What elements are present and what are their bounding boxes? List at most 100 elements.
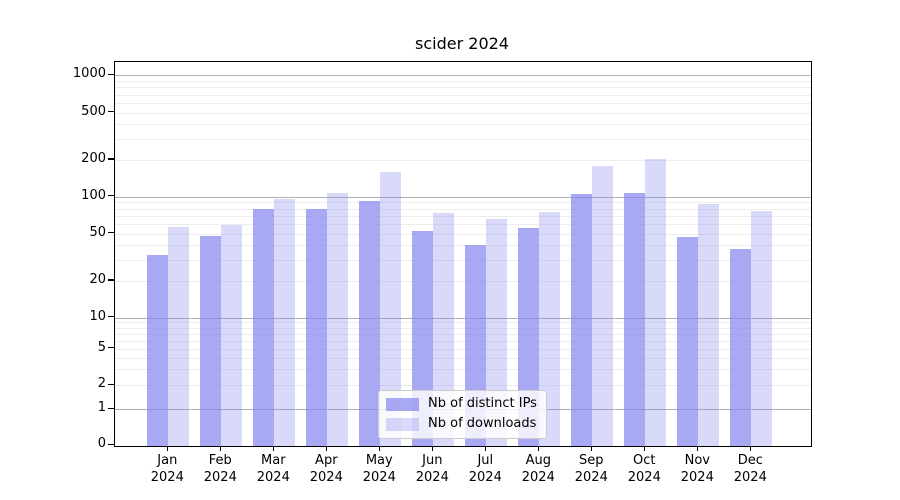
x-tick-mark-mar	[272, 446, 274, 452]
x-tick-mark-jun	[431, 446, 433, 452]
gridline-minor-800	[115, 87, 811, 89]
bar-distinct-ips-sep	[571, 193, 593, 446]
gridline-minor-20	[115, 281, 811, 282]
bar-downloads-jul	[486, 218, 508, 446]
bar-downloads-aug	[539, 212, 561, 446]
bar-downloads-sep	[592, 166, 614, 446]
y-tick-label-0: 0	[97, 436, 106, 452]
bar-distinct-ips-nov	[677, 236, 699, 446]
y-tick-mark-10	[108, 316, 114, 318]
bar-downloads-nov	[698, 203, 720, 446]
x-tick-mark-sep	[590, 446, 592, 452]
bar-downloads-jun	[433, 212, 455, 446]
gridline-minor-40	[115, 245, 811, 247]
gridline-minor-9	[115, 322, 811, 324]
y-tick-label-10: 10	[89, 308, 106, 324]
bar-distinct-ips-apr	[306, 209, 328, 446]
x-tick-label-nov: Nov 2024	[680, 453, 714, 485]
x-tick-mark-nov	[696, 446, 698, 452]
x-tick-label-jun: Jun 2024	[415, 453, 449, 485]
x-tick-mark-jan	[166, 446, 168, 452]
x-tick-label-may: May 2024	[362, 453, 396, 485]
bar-distinct-ips-mar	[253, 208, 275, 446]
x-tick-label-jan: Jan 2024	[150, 453, 184, 485]
gridline-minor-50	[115, 233, 811, 235]
bar-distinct-ips-dec	[730, 249, 752, 446]
legend-label-distinct-ips: Nb of distinct IPs	[428, 396, 537, 411]
y-tick-mark-1	[108, 407, 114, 409]
gridline-minor-6	[115, 340, 811, 342]
y-tick-label-1000: 1000	[72, 66, 106, 82]
y-tick-label-50: 50	[89, 224, 106, 240]
y-tick-label-2: 2	[97, 376, 106, 392]
gridline-minor-60	[115, 223, 811, 225]
gridline-minor-8	[115, 327, 811, 329]
bar-downloads-jan	[168, 226, 190, 446]
bar-distinct-ips-may	[359, 201, 381, 446]
x-tick-label-sep: Sep 2024	[574, 453, 608, 485]
gridline-minor-400	[115, 124, 811, 126]
legend-label-downloads: Nb of downloads	[428, 416, 537, 431]
y-tick-mark-500	[108, 111, 114, 113]
y-tick-label-20: 20	[89, 272, 106, 287]
bar-downloads-feb	[221, 224, 243, 446]
x-tick-mark-may	[378, 446, 380, 452]
gridline-minor-600	[115, 102, 811, 104]
x-tick-label-jul: Jul 2024	[468, 453, 502, 485]
gridline-minor-300	[115, 139, 811, 141]
x-tick-mark-jul	[484, 446, 486, 452]
y-tick-label-100: 100	[81, 187, 106, 203]
legend: Nb of distinct IPs Nb of downloads	[378, 390, 547, 439]
x-tick-label-dec: Dec 2024	[733, 453, 767, 485]
x-tick-mark-feb	[219, 446, 221, 452]
gridline-major-100	[115, 196, 811, 198]
gridline-major-1000	[115, 75, 811, 77]
y-tick-mark-20	[108, 279, 114, 281]
y-tick-label-200: 200	[81, 151, 106, 166]
legend-entry-distinct-ips: Nb of distinct IPs	[386, 396, 537, 412]
bar-downloads-dec	[751, 211, 773, 446]
gridline-major-10	[115, 317, 811, 319]
y-tick-mark-1000	[108, 73, 114, 75]
x-tick-label-feb: Feb 2024	[203, 453, 237, 485]
gridline-minor-3	[115, 369, 811, 371]
legend-swatch-downloads	[386, 417, 419, 431]
y-tick-label-1: 1	[97, 400, 106, 416]
gridline-minor-500	[115, 112, 811, 114]
legend-swatch-distinct-ips	[386, 397, 419, 411]
gridline-minor-900	[115, 80, 811, 82]
bar-distinct-ips-oct	[624, 193, 646, 446]
gridline-minor-7	[115, 333, 811, 335]
x-tick-label-mar: Mar 2024	[256, 453, 290, 485]
bar-downloads-may	[380, 171, 402, 446]
bar-downloads-oct	[645, 159, 667, 446]
gridline-minor-4	[115, 357, 811, 359]
x-tick-mark-apr	[325, 446, 327, 452]
x-tick-label-oct: Oct 2024	[627, 453, 661, 485]
x-tick-mark-dec	[749, 446, 751, 452]
legend-entry-downloads: Nb of downloads	[386, 416, 537, 432]
gridline-minor-30	[115, 260, 811, 262]
x-tick-mark-aug	[537, 446, 539, 452]
x-tick-mark-oct	[643, 446, 645, 452]
gridline-minor-5	[115, 348, 811, 350]
y-tick-mark-2	[108, 383, 114, 385]
y-tick-mark-200	[108, 158, 114, 160]
y-tick-mark-50	[108, 232, 114, 234]
bar-distinct-ips-feb	[200, 235, 222, 446]
gridline-minor-2	[115, 385, 811, 387]
x-tick-label-apr: Apr 2024	[309, 453, 343, 485]
y-tick-label-5: 5	[97, 339, 106, 355]
y-tick-label-500: 500	[81, 103, 106, 119]
bar-downloads-apr	[327, 193, 349, 446]
chart-title: scider 2024	[415, 34, 509, 53]
y-tick-mark-100	[108, 195, 114, 197]
bar-distinct-ips-jan	[147, 255, 169, 446]
gridline-minor-70	[115, 215, 811, 217]
gridline-minor-700	[115, 94, 811, 96]
gridline-minor-90	[115, 202, 811, 204]
x-tick-label-aug: Aug 2024	[521, 453, 555, 485]
gridline-minor-200	[115, 160, 811, 161]
bar-downloads-mar	[274, 199, 296, 446]
